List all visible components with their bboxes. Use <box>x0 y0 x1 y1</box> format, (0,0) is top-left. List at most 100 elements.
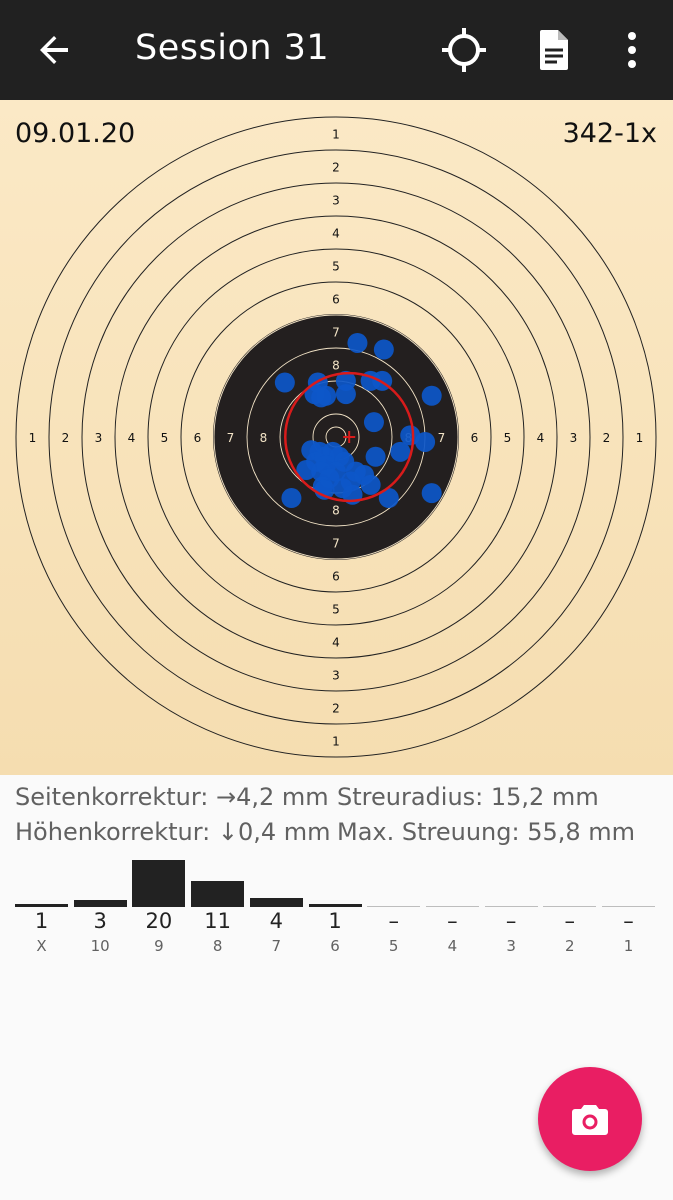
ring-label: 8 <box>260 431 268 445</box>
ring-label: 4 <box>537 431 545 445</box>
ring-label: 7 <box>438 431 446 445</box>
histogram-label: 8 <box>212 937 223 955</box>
histogram-label: X <box>36 937 47 955</box>
histogram-count: 11 <box>204 909 231 933</box>
histogram-baseline <box>484 906 538 907</box>
shot-marker <box>363 412 384 433</box>
ring-label: 3 <box>95 431 103 445</box>
ring-label: 6 <box>194 431 202 445</box>
histogram-label: 9 <box>154 937 164 955</box>
ring-label: 5 <box>504 431 512 445</box>
shot-marker <box>415 431 436 452</box>
document-icon[interactable] <box>530 26 578 74</box>
shot-marker <box>281 488 302 509</box>
group-circle <box>284 371 415 503</box>
ring-label: 1 <box>636 431 644 445</box>
spread-radius: Streuradius: 15,2 mm <box>337 783 599 811</box>
ring-label: 8 <box>332 504 340 518</box>
ring-label: 7 <box>332 537 340 551</box>
page-title: Session 31 <box>135 28 330 68</box>
app-bar: Session 31 <box>0 0 673 100</box>
histogram-label: 4 <box>447 937 458 955</box>
session-date: 09.01.20 <box>15 118 136 149</box>
ring-label: 1 <box>332 128 340 142</box>
ring-label: 4 <box>332 227 340 241</box>
histogram-label: 5 <box>388 937 399 955</box>
ring-label: 4 <box>332 636 340 650</box>
target-ring-4 <box>114 215 558 659</box>
histogram-bar <box>191 881 245 907</box>
ring-label: 5 <box>332 603 340 617</box>
histogram-bar <box>132 860 186 907</box>
camera-button[interactable] <box>538 1067 642 1171</box>
histogram-baseline <box>602 906 655 907</box>
ring-label: 2 <box>62 431 70 445</box>
histogram-label: 6 <box>330 937 340 955</box>
shooting-target: 11112222333344445555666677778888 <box>15 116 657 758</box>
histogram-baseline <box>425 906 479 907</box>
ring-label: 8 <box>332 359 340 373</box>
ring-label: 6 <box>332 293 340 307</box>
ring-label: 2 <box>603 431 611 445</box>
shot-marker <box>365 446 386 467</box>
histogram-bar <box>73 899 127 907</box>
shot-marker <box>311 387 332 408</box>
shot-marker <box>335 384 356 405</box>
histogram-count: 4 <box>269 909 283 933</box>
ring-label: 2 <box>332 702 340 716</box>
histogram-count: – <box>447 909 458 933</box>
histogram-label: 10 <box>90 937 110 955</box>
shot-marker <box>421 385 442 406</box>
histogram-count: 1 <box>328 909 342 933</box>
target-ring-6 <box>180 281 492 593</box>
correction-stats: Seitenkorrektur: →4,2 mm Höhenkorrektur:… <box>15 780 635 850</box>
ring-label: 3 <box>332 669 340 683</box>
ring-label: 7 <box>332 326 340 340</box>
target-ring-1 <box>15 116 657 758</box>
max-spread: Max. Streuung: 55,8 mm <box>337 818 636 846</box>
ring-label: 3 <box>570 431 578 445</box>
shot-marker <box>421 483 442 504</box>
histogram-baseline <box>543 906 597 907</box>
shot-marker <box>378 488 399 509</box>
histogram-bar <box>15 904 68 907</box>
histogram-label: 7 <box>271 937 282 955</box>
height-correction: Höhenkorrektur: ↓0,4 mm <box>15 818 331 846</box>
ring-label: 6 <box>332 570 340 584</box>
score-histogram: 1 X 3 10 20 9 11 8 4 7 1 6 – 5 – 4 – 3 – 2 – 1 <box>15 855 659 965</box>
shot-marker <box>373 339 394 360</box>
target-ring-5 <box>147 248 525 626</box>
histogram-count: – <box>623 909 634 933</box>
target-ring-2 <box>48 149 624 725</box>
session-score: 342-1x <box>562 118 657 149</box>
histogram-count: – <box>505 909 517 933</box>
ring-label: 7 <box>227 431 235 445</box>
ring-label: 5 <box>332 260 340 274</box>
histogram-count: 3 <box>93 909 107 933</box>
histogram-count: – <box>564 909 576 933</box>
ring-label: 1 <box>29 431 37 445</box>
ring-label: 1 <box>332 735 340 749</box>
target-ring-7 <box>213 314 459 560</box>
arrow-back-icon[interactable] <box>30 26 78 74</box>
shot-marker <box>347 332 368 353</box>
shot-marker <box>274 372 295 393</box>
histogram-count: – <box>388 909 399 933</box>
ring-label: 2 <box>332 161 340 175</box>
ring-label: 5 <box>161 431 169 445</box>
histogram-bar <box>308 904 362 907</box>
histogram-count: 1 <box>34 909 49 933</box>
more-vert-icon[interactable] <box>608 26 656 74</box>
shot-marker <box>390 441 411 462</box>
histogram-count: 20 <box>145 909 173 933</box>
histogram-baseline <box>367 906 421 907</box>
ring-label: 6 <box>471 431 479 445</box>
camera-icon <box>572 1105 608 1135</box>
histogram-bar <box>249 897 303 907</box>
target-view[interactable]: 11112222333344445555666677778888 <box>0 100 673 775</box>
group-center-cross <box>343 431 356 443</box>
shot-marker <box>296 460 317 480</box>
shot-marker <box>360 474 381 495</box>
ring-label: 4 <box>128 431 136 445</box>
crosshair-icon[interactable] <box>440 26 488 74</box>
